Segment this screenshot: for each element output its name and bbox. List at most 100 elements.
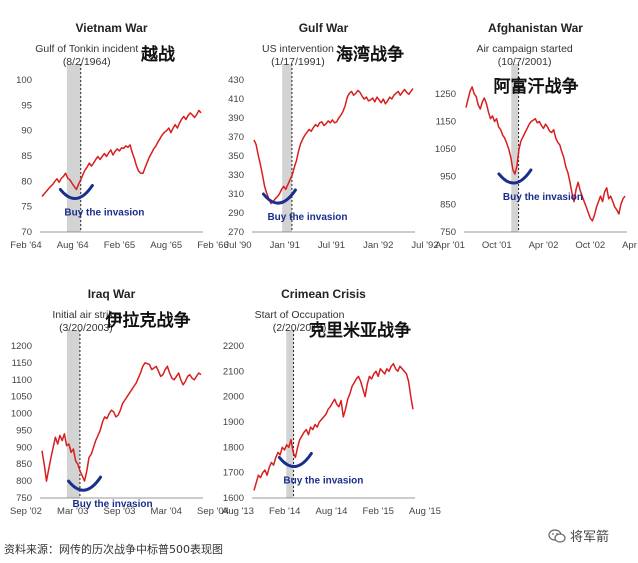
chart-panel-afghanistan: Afghanistan War Air campaign started (10/7… [424, 12, 638, 267]
y-tick-label: 2200 [223, 341, 244, 352]
y-tick-label: 330 [228, 170, 244, 181]
x-tick-label: Aug '13 [222, 506, 254, 517]
event-date: (8/2/1964) [63, 56, 111, 68]
y-tick-label: 430 [228, 75, 244, 86]
event-shade-band [66, 64, 81, 232]
chinese-title: 海湾战争 [336, 44, 404, 65]
buy-label: Buy the invasion [73, 499, 153, 510]
y-tick-label: 100 [16, 75, 32, 86]
buy-label: Buy the invasion [283, 475, 363, 486]
chart-title: Crimean Crisis [281, 287, 366, 301]
x-tick-label: Jul '91 [318, 240, 345, 251]
chart-title: Vietnam War [75, 21, 147, 35]
x-tick-label: Jul '90 [224, 240, 251, 251]
buy-label: Buy the invasion [503, 192, 583, 203]
y-tick-label: 2000 [223, 392, 244, 403]
y-tick-label: 1000 [11, 409, 32, 420]
x-tick-label: Aug '14 [316, 506, 348, 517]
y-tick-label: 1050 [435, 144, 456, 155]
y-tick-label: 410 [228, 94, 244, 105]
y-tick-label: 80 [21, 176, 32, 187]
buy-arc [58, 183, 94, 200]
chart-panel-iraq: Iraq War Initial air strike (3/20/2003) 伊拉克… [0, 278, 229, 533]
chart-svg: Iraq War Initial air strike(3/20/2003)伊拉克… [10, 287, 229, 517]
event-shade-band [286, 330, 294, 498]
y-tick-label: 750 [16, 493, 32, 504]
series-line [253, 362, 414, 491]
chart-panel-vietnam: Vietnam War Gulf of Tonkin incident (8/2/1… [0, 12, 228, 267]
event-date: (10/7/2001) [498, 56, 552, 68]
buy-arc [261, 188, 297, 205]
chinese-title: 伊拉克战争 [105, 310, 191, 331]
y-tick-label: 2100 [223, 366, 244, 377]
x-tick-label: Feb '15 [363, 506, 394, 517]
event-shade-band [282, 64, 292, 232]
series-line [465, 86, 626, 222]
y-tick-label: 75 [21, 202, 32, 213]
y-tick-label: 850 [440, 199, 456, 210]
x-tick-label: Apr '02 [529, 240, 559, 251]
chinese-title: 越战 [140, 44, 175, 65]
y-tick-label: 310 [228, 189, 244, 200]
wechat-icon [548, 528, 566, 543]
y-tick-label: 1800 [223, 442, 244, 453]
y-tick-label: 1150 [12, 358, 32, 369]
y-tick-label: 1150 [436, 116, 456, 127]
x-tick-label: Sep '03 [104, 506, 136, 517]
y-tick-label: 750 [440, 227, 456, 238]
chart-title: Gulf War [299, 21, 349, 35]
chinese-title: 克里米亚战争 [309, 320, 411, 341]
y-tick-label: 950 [16, 425, 32, 436]
x-tick-label: Apr '03 [622, 240, 638, 251]
event-shade-band [66, 330, 80, 498]
y-tick-label: 370 [228, 132, 244, 143]
event-label: Air campaign started [476, 43, 572, 55]
y-tick-label: 1050 [11, 392, 32, 403]
event-date: (2/20/2014) [273, 322, 327, 334]
chart-svg: Crimean Crisis Start of Occupation(2/20/2… [222, 287, 441, 517]
x-tick-label: Feb '65 [104, 240, 135, 251]
y-tick-label: 290 [228, 208, 244, 219]
y-tick-label: 1200 [11, 341, 32, 352]
y-tick-label: 70 [21, 227, 32, 238]
x-tick-label: Aug '65 [150, 240, 182, 251]
event-label: Start of Occupation [255, 309, 345, 321]
source-note: 资料来源：网传的历次战争中标普500表现图 [4, 543, 223, 556]
y-tick-label: 1600 [223, 493, 244, 504]
x-tick-label: Feb '66 [197, 240, 228, 251]
chart-svg: Gulf War US intervention(1/17/1991) 海湾战争 27… [224, 21, 438, 251]
event-label: Gulf of Tonkin incident [35, 43, 138, 55]
chart-svg: Vietnam War Gulf of Tonkin incident(8/2/1… [10, 21, 228, 251]
x-tick-label: Apr '01 [435, 240, 465, 251]
x-tick-label: Feb '64 [10, 240, 41, 251]
y-tick-label: 390 [228, 113, 244, 124]
event-label: US intervention [262, 43, 334, 55]
brand-watermark: 将军箭 [548, 526, 609, 545]
x-tick-label: Aug '64 [57, 240, 89, 251]
x-tick-label: Aug '15 [409, 506, 441, 517]
y-tick-label: 800 [16, 476, 32, 487]
event-shade-band [511, 64, 519, 232]
chart-panel-crimea: Crimean Crisis Start of Occupation (2/20/2… [212, 278, 441, 533]
event-date: (3/20/2003) [59, 322, 113, 334]
chart-panel-gulf: Gulf War US intervention (1/17/1991) 海湾战争 27… [212, 12, 438, 267]
series-line [41, 109, 202, 197]
x-tick-label: Mar '04 [151, 506, 182, 517]
y-tick-label: 85 [21, 151, 32, 162]
y-tick-label: 900 [16, 442, 32, 453]
y-tick-label: 1250 [435, 89, 456, 100]
buy-arc [277, 451, 313, 468]
buy-arc [67, 475, 103, 492]
series-line [41, 362, 202, 482]
chart-svg: Afghanistan War Air campaign started(10/7… [435, 21, 638, 251]
y-tick-label: 850 [16, 459, 32, 470]
series-line [253, 88, 414, 205]
x-tick-label: Jan '91 [270, 240, 300, 251]
x-tick-label: Sep '04 [197, 506, 229, 517]
event-date: (1/17/1991) [271, 56, 325, 68]
chart-title: Afghanistan War [488, 21, 583, 35]
y-tick-label: 350 [228, 151, 244, 162]
buy-label: Buy the invasion [64, 207, 144, 218]
x-tick-label: Sep '02 [10, 506, 42, 517]
y-tick-label: 90 [21, 126, 32, 137]
